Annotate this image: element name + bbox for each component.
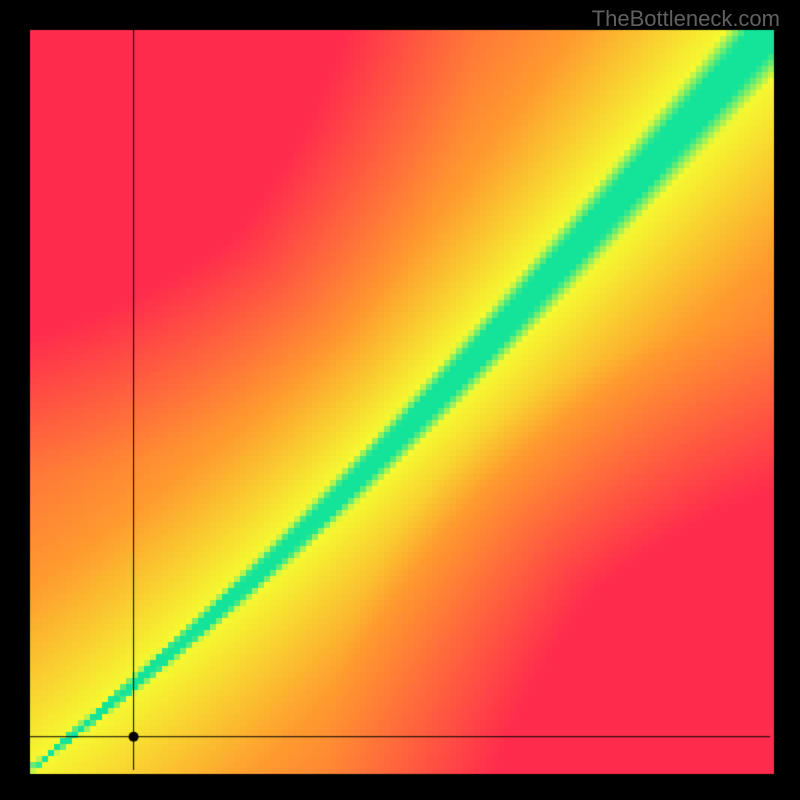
watermark-text: TheBottleneck.com	[592, 6, 780, 32]
chart-container: TheBottleneck.com	[0, 0, 800, 800]
heatmap-canvas	[0, 0, 800, 800]
